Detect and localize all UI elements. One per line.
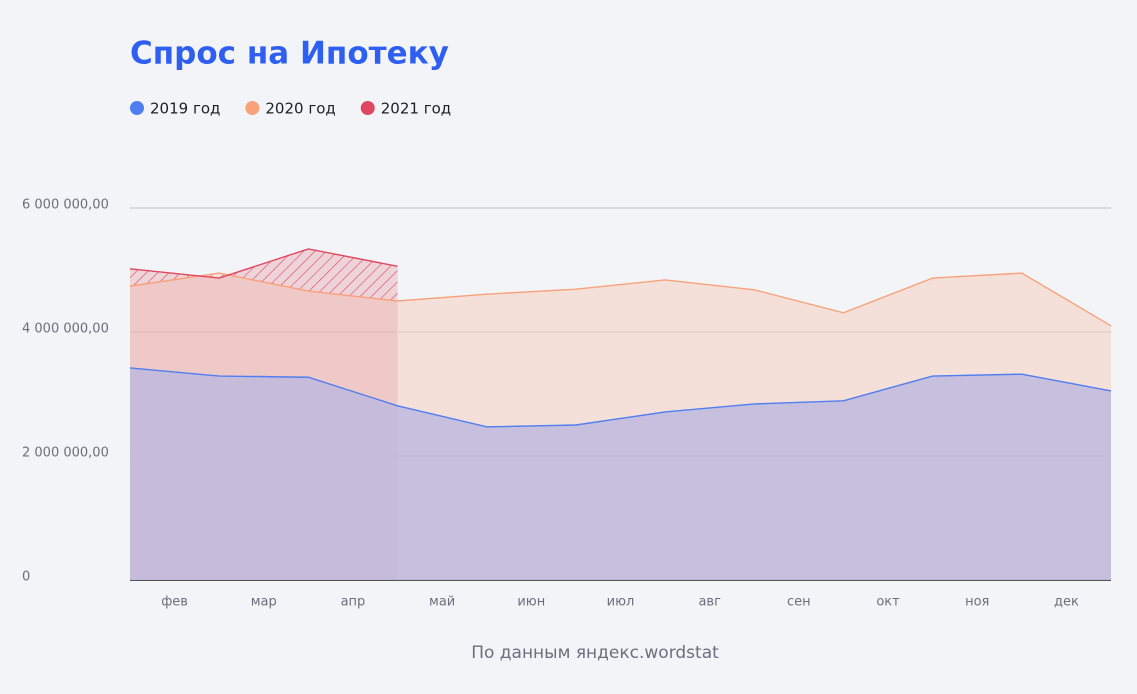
hatch <box>130 248 398 301</box>
legend-label: 2021 год <box>381 100 451 118</box>
series-line <box>129 367 1112 428</box>
source: По данным яндекс.wordstat <box>471 643 719 663</box>
area-fill <box>130 367 1111 580</box>
x-tick-label: сен <box>787 595 811 610</box>
x-tick-label: дек <box>1054 595 1079 610</box>
x-tick-label: июл <box>607 595 635 610</box>
y-tick-label: 4 000 000,00 <box>22 322 109 337</box>
x-tick-label: мар <box>251 595 277 610</box>
chart-title: Спрос на Ипотеку <box>130 36 449 72</box>
legend-label: 2020 год <box>265 100 335 118</box>
x-tick-label: авг <box>698 595 721 610</box>
legend-label: 2019 год <box>150 100 220 118</box>
series-line <box>129 248 398 279</box>
y-tick-label: 0 <box>22 570 30 585</box>
x-tick-label: апр <box>341 595 366 610</box>
legend-swatch <box>130 101 144 115</box>
y-tick-label: 2 000 000,00 <box>22 446 109 461</box>
x-tick-label: июн <box>517 595 545 610</box>
legend-swatch <box>360 101 375 115</box>
x-tick-label: ноя <box>965 595 989 610</box>
y-tick-label: 6 000 000,00 <box>22 198 109 213</box>
x-tick-label: окт <box>876 595 900 610</box>
series-line <box>129 272 1112 327</box>
legend-swatch <box>245 101 260 115</box>
x-tick-label: фев <box>161 595 188 610</box>
x-tick-label: май <box>429 595 455 610</box>
